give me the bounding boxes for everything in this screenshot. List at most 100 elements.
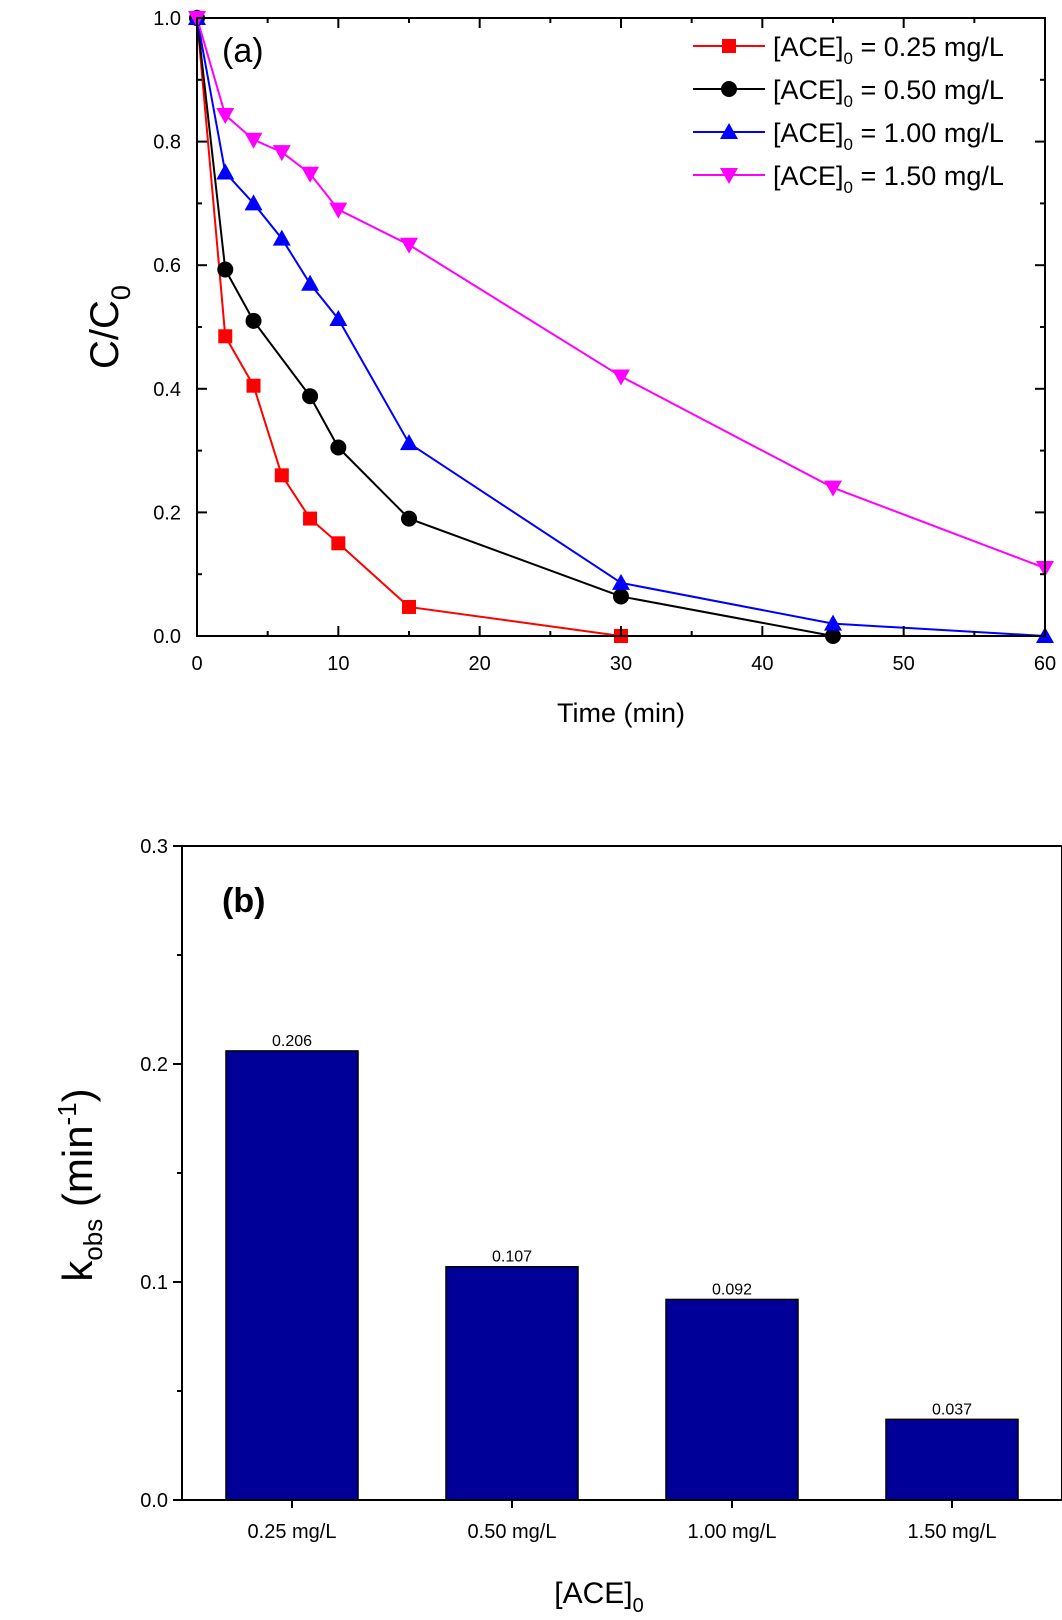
data-point-triangle-down	[824, 480, 842, 497]
y-tick-label: 0.0	[153, 626, 181, 648]
data-point-circle	[302, 388, 319, 405]
legend-label-main: [ACE]	[773, 32, 844, 62]
legend-label-sub: 0	[844, 178, 853, 197]
legend-label-main: [ACE]	[773, 161, 844, 191]
data-point-triangle-down	[612, 369, 630, 386]
data-point-square	[331, 536, 346, 551]
legend-label: [ACE]0 = 0.25 mg/L	[773, 32, 1004, 68]
data-point-triangle-down	[400, 237, 418, 254]
legend: [ACE]0 = 0.25 mg/L[ACE]0 = 0.50 mg/L[ACE…	[693, 32, 1004, 197]
data-point-square	[274, 468, 289, 483]
legend-label: [ACE]0 = 1.00 mg/L	[773, 118, 1004, 154]
y-axis-title-sub: 0	[106, 285, 136, 300]
data-point-circle	[613, 588, 629, 605]
x-tick-label: 50	[893, 653, 915, 675]
data-point-square	[303, 511, 318, 526]
series-line-3	[196, 17, 1046, 569]
data-point-triangle-up	[400, 434, 418, 451]
bar-value-label: 0.037	[932, 1401, 972, 1418]
data-point-circle	[721, 81, 737, 97]
y-axis-title-b-sub: obs	[78, 1219, 108, 1261]
data-point-square	[402, 599, 416, 614]
panel-label-a: (a)	[222, 32, 264, 70]
y-axis-title-b-sup: -1	[52, 1102, 82, 1125]
y-tick-label: 0.4	[153, 379, 181, 401]
legend-label-main: [ACE]	[773, 75, 844, 105]
y-axis-title-b: kobs (min-1)	[52, 1088, 108, 1281]
series-line-0	[196, 17, 622, 637]
legend-label: [ACE]0 = 0.50 mg/L	[773, 75, 1004, 111]
y-axis-title-b-main: k	[54, 1260, 101, 1282]
legend-label-value: = 1.00 mg/L	[853, 118, 1004, 148]
data-point-square	[722, 39, 736, 53]
x-tick-label: 30	[610, 653, 632, 675]
line-chart-frame	[196, 17, 1046, 637]
y-tick-label: 1.0	[153, 8, 181, 30]
legend-label-main: [ACE]	[773, 118, 844, 148]
data-point-triangle-down	[301, 166, 320, 183]
legend-label-sub: 0	[844, 92, 853, 111]
data-point-triangle-down	[272, 145, 291, 162]
data-point-triangle-up	[244, 194, 263, 211]
x-axis-title-b: [ACE]0	[554, 1577, 643, 1617]
bar-group: 0.206 0.107 0.092 0.037	[225, 1033, 1019, 1501]
y-tick-label: 0.1	[140, 1272, 168, 1294]
line-chart-panel: 0 10 20 30 40 50 60 0.0 0.2 0.4 0.6 0.8 1.0 (a) Tim…	[83, 8, 1056, 728]
data-point-circle	[245, 312, 262, 329]
x-axis-title-b-main: [ACE]	[554, 1577, 632, 1610]
data-point-triangle-up	[612, 573, 630, 590]
bar-value-label: 0.092	[712, 1281, 752, 1298]
data-point-circle	[217, 261, 234, 278]
data-point-triangle-up	[272, 229, 291, 246]
legend-label-value: = 1.50 mg/L	[853, 161, 1004, 191]
y-tick-label: 0.0	[140, 1490, 168, 1512]
y-axis-ticks-b: 0.0 0.1 0.2 0.3	[140, 836, 182, 1512]
data-point-triangle-down	[329, 202, 348, 219]
y-axis-title-main: C/C	[83, 300, 127, 369]
y-axis-ticks: 0.0 0.2 0.4 0.6 0.8 1.0	[153, 8, 1045, 648]
data-point-circle	[401, 510, 417, 527]
series-line-1	[196, 17, 834, 637]
data-point-triangle-up	[824, 614, 842, 631]
data-point-triangle-down	[216, 108, 235, 125]
legend-label-sub: 0	[844, 49, 853, 68]
bar	[445, 1265, 579, 1501]
x-axis-title: Time (min)	[557, 698, 685, 728]
x-tick-label: 20	[469, 653, 491, 675]
data-point-square	[246, 378, 261, 393]
data-point-triangle-up	[720, 123, 738, 139]
legend-label-sub: 0	[844, 135, 853, 154]
y-tick-label: 0.2	[140, 1054, 168, 1076]
y-axis-title-b-post: (min	[54, 1125, 101, 1218]
svg-text:kobs (min-1): kobs (min-1)	[52, 1088, 108, 1281]
x-tick-label: 60	[1034, 653, 1056, 675]
data-point-triangle-up	[216, 163, 235, 180]
x-tick-label: 0.25 mg/L	[248, 1521, 337, 1543]
x-tick-label: 1.50 mg/L	[908, 1521, 997, 1543]
y-tick-label: 0.2	[153, 502, 181, 524]
x-tick-label: 10	[327, 653, 349, 675]
panel-label-b: (b)	[222, 882, 265, 920]
x-tick-label: 0.50 mg/L	[468, 1521, 557, 1543]
x-axis-title-b-sub: 0	[633, 1595, 644, 1617]
y-axis-title-b-end: )	[54, 1088, 101, 1102]
line-series-group	[196, 17, 1046, 637]
bar-value-label: 0.107	[492, 1249, 532, 1266]
svg-text:C/C0: C/C0	[83, 285, 136, 369]
y-tick-label: 0.8	[153, 132, 181, 154]
legend-label-value: = 0.25 mg/L	[853, 32, 1004, 62]
legend-label-value: = 0.50 mg/L	[853, 75, 1004, 105]
series-line-2	[196, 17, 1046, 637]
x-axis-ticks: 0 10 20 30 40 50 60	[191, 18, 1056, 675]
y-tick-label: 0.6	[153, 255, 181, 277]
y-tick-label: 0.3	[140, 836, 168, 858]
bar-value-label: 0.206	[272, 1033, 312, 1050]
x-tick-label: 40	[751, 653, 773, 675]
data-point-square	[218, 329, 233, 344]
x-tick-label: 0	[191, 653, 202, 675]
bar-chart-panel: 0.206 0.107 0.092 0.037 0.0 0.1 0.2 0.3 0.25 m…	[52, 836, 1062, 1617]
data-point-triangle-down	[244, 132, 263, 149]
data-point-circle	[330, 439, 347, 456]
x-axis-ticks-b: 0.25 mg/L 0.50 mg/L 1.00 mg/L 1.50 mg/L	[248, 1500, 997, 1543]
